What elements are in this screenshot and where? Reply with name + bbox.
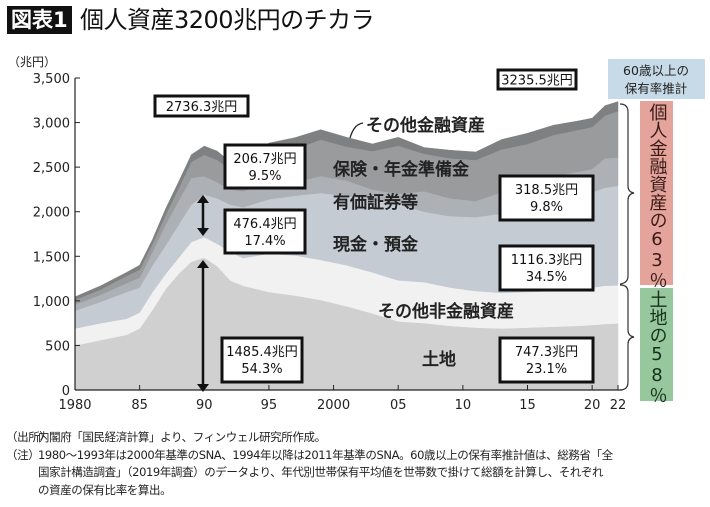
y-tick-label: 2,500 [33, 161, 70, 176]
y-tick-label: 2,000 [33, 206, 70, 221]
y-tick-label: 0 [62, 384, 70, 399]
annotation-share: 17.4% [244, 234, 285, 249]
annotation-box [498, 174, 595, 222]
annotation-value: 318.5兆円 [515, 183, 578, 198]
land-share-box: 土地の58％ [640, 288, 673, 404]
x-tick-label: 85 [131, 398, 148, 413]
y-tick-label: 3,500 [33, 72, 70, 87]
series-label: 有価証券等 [333, 192, 418, 213]
x-tick-label: 22 [610, 398, 627, 413]
brace-financial [619, 103, 635, 285]
y-tick-label: 1,500 [33, 250, 70, 265]
source-text: 内閣府「国民経済計算」より、フィンウェル研究所作成。 [38, 430, 326, 444]
annotation-share: 34.5% [526, 270, 567, 285]
annotation-value: 3235.5兆円 [501, 74, 573, 89]
series-label: 保険・年金準備金 [332, 159, 470, 180]
x-tick-label: 15 [519, 398, 536, 413]
x-tick-label: 95 [261, 398, 278, 413]
annotation-box [498, 244, 595, 292]
financial-share-box: 個人金融資産の63％ [640, 101, 673, 289]
x-tick-label: 10 [455, 398, 472, 413]
x-tick-label: 90 [196, 398, 213, 413]
source-note: （出所） 内閣府「国民経済計算」より、フィンウェル研究所作成。 [6, 429, 613, 447]
series-label: 土地 [422, 349, 456, 370]
annotation-value: 747.3兆円 [515, 345, 578, 360]
y-tick-label: 3,000 [33, 117, 70, 132]
annotation-share: 54.3% [241, 362, 282, 377]
annotation-share: 9.5% [248, 169, 281, 184]
y-axis-unit: （兆円） [8, 55, 56, 69]
x-tick-label: 20 [584, 398, 601, 413]
annotation-value: 476.4兆円 [233, 217, 296, 232]
annotation-share: 9.8% [530, 200, 563, 215]
annotation-value: 1485.4兆円 [226, 345, 298, 360]
footnotes: （出所） 内閣府「国民経済計算」より、フィンウェル研究所作成。 （注） 1980… [6, 429, 613, 499]
annotation-box [223, 208, 307, 255]
y-tick-label: 1,000 [33, 295, 70, 310]
annotation-box [220, 336, 304, 384]
series-label: 現金・預金 [333, 234, 419, 255]
note-label: （注） [6, 447, 40, 462]
brace-land [619, 284, 635, 391]
annotation-value: 2736.3兆円 [166, 100, 238, 115]
chart-title: 個人資産3200兆円のチカラ [80, 6, 375, 34]
note: （注） 1980～1993年は2000年基準のSNA、1994年以降は2011年… [6, 447, 613, 465]
annotation-box [496, 68, 578, 91]
x-tick-label: 2000 [317, 398, 350, 413]
annotation-box [498, 336, 595, 384]
annotation-value: 1116.3兆円 [511, 253, 583, 268]
series-label: その他非金融資産 [378, 301, 514, 322]
estimate-box [608, 59, 705, 99]
estimate-label: 保有率推計 [625, 81, 688, 96]
land-share-label: 土地の58％ [646, 290, 668, 404]
annotation-box [223, 143, 307, 190]
leader-line [349, 122, 364, 139]
note-line: 国家計構造調査」（2019年調査）のデータより、年代別世帯保有平均値を世帯数で掛… [38, 465, 604, 479]
series-label: その他金融資産 [366, 115, 485, 136]
annotation-box [153, 94, 250, 118]
x-tick-label: 05 [390, 398, 407, 413]
x-tick-label: 1980 [58, 398, 91, 413]
area-other-financial [74, 101, 619, 301]
note-line: 1980～1993年は2000年基準のSNA、1994年以降は2011年基準のS… [38, 447, 613, 462]
note-line: の資産の保有比率を算出。 [38, 482, 172, 497]
annotation-share: 23.1% [526, 362, 567, 377]
estimate-label: 60歳以上の [623, 63, 689, 78]
figure-badge: 図表1 [7, 6, 72, 34]
annotation-value: 206.7兆円 [233, 152, 296, 167]
financial-share-label: 個人金融資産の63％ [646, 103, 668, 289]
y-tick-label: 500 [45, 339, 70, 354]
source-label: （出所） [6, 430, 51, 444]
